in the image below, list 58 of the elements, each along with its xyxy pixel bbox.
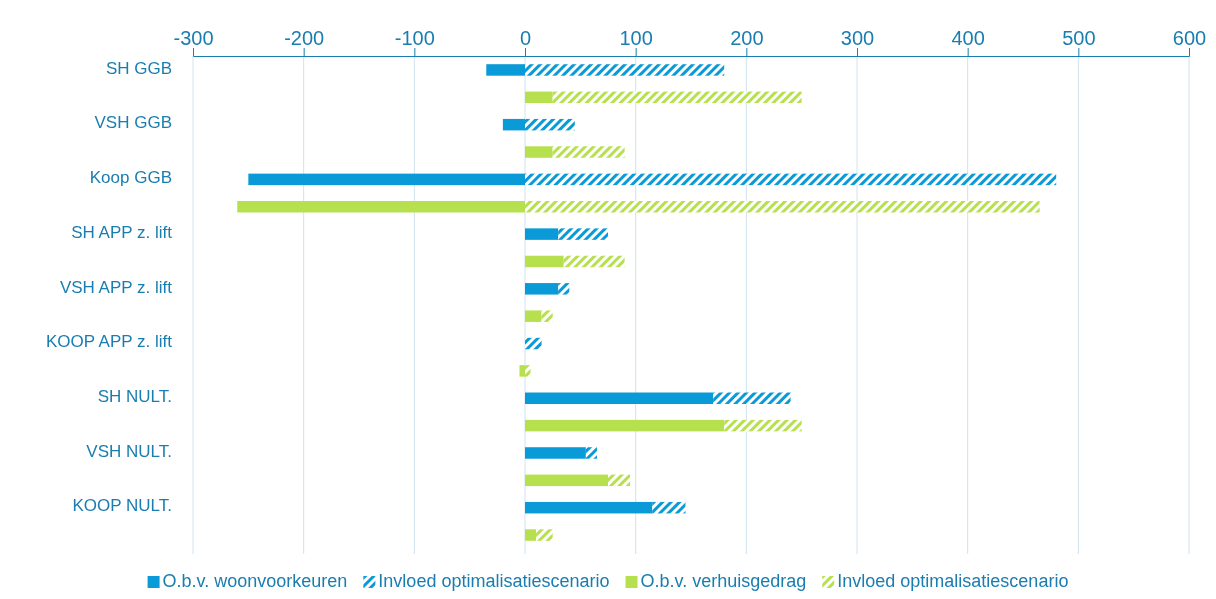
bar	[525, 64, 725, 76]
bar	[552, 91, 802, 104]
y-tick-label: SH GGB	[105, 58, 172, 78]
x-tick-label: 600	[1172, 27, 1207, 49]
bar	[541, 310, 553, 322]
bar	[486, 64, 525, 76]
x-tick-label: -200	[284, 27, 325, 49]
x-tick-label: 0	[519, 27, 532, 49]
y-tick-label: SH NULT.	[97, 386, 172, 406]
bar	[525, 337, 542, 350]
bar	[525, 91, 553, 104]
x-tick-label: 100	[619, 27, 653, 49]
bar	[525, 529, 537, 541]
bar	[536, 529, 553, 541]
legend-label: O.b.v. verhuisgedrag	[640, 571, 807, 591]
bar	[558, 228, 608, 240]
bar	[608, 474, 631, 487]
y-tick-label: SH APP z. lift	[71, 222, 173, 242]
bar	[585, 447, 597, 459]
x-tick-label: -100	[394, 27, 435, 49]
bar	[248, 173, 525, 186]
bar	[525, 419, 725, 432]
bar	[652, 501, 686, 514]
bar	[525, 365, 531, 377]
bar	[525, 392, 714, 404]
bar	[563, 255, 625, 268]
legend-label: Invloed optimalisatiescenario	[837, 571, 1069, 591]
bar	[558, 283, 570, 295]
x-tick-label: 200	[730, 27, 764, 49]
bar	[237, 201, 525, 213]
legend-label: Invloed optimalisatiescenario	[378, 571, 610, 591]
y-tick-label: VSH GGB	[94, 113, 172, 133]
bar	[525, 447, 586, 459]
y-tick-label: VSH APP z. lift	[59, 277, 173, 297]
bar	[525, 501, 653, 514]
x-tick-label: 400	[951, 27, 985, 49]
x-tick-label: 500	[1062, 27, 1096, 49]
y-tick-label: KOOP APP z. lift	[46, 332, 173, 352]
bar	[525, 118, 575, 131]
bar	[552, 146, 625, 158]
bar	[525, 283, 559, 295]
bar	[525, 310, 542, 322]
y-tick-label: KOOP NULT.	[72, 496, 172, 516]
bar	[525, 474, 608, 487]
bar	[724, 419, 802, 432]
bar	[525, 228, 559, 240]
bar	[525, 255, 564, 268]
bar	[519, 365, 525, 377]
x-tick-label: 300	[840, 27, 875, 49]
y-tick-label: VSH NULT.	[86, 441, 172, 461]
bar	[525, 146, 553, 158]
x-tick-label: -300	[173, 27, 214, 49]
bar	[713, 392, 791, 404]
legend-label: O.b.v. woonvoorkeuren	[162, 571, 348, 591]
bar	[525, 201, 1040, 213]
bar	[525, 173, 1057, 186]
y-tick-label: Koop GGB	[89, 168, 172, 188]
bar	[502, 118, 525, 131]
